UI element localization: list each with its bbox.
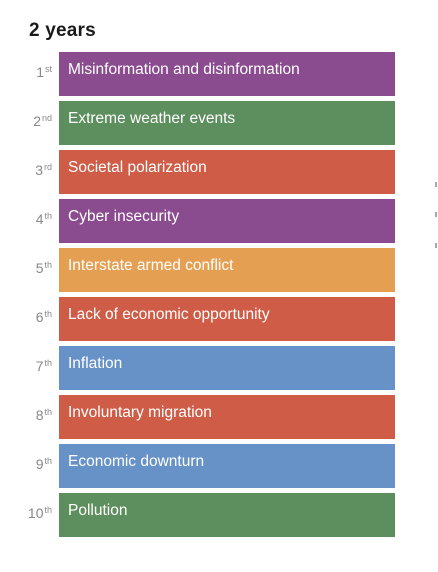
rank-label: 10th <box>0 493 52 537</box>
risk-bar: Societal polarization <box>59 150 395 194</box>
rank-suffix: th <box>44 309 52 319</box>
rank-number: 10 <box>27 505 44 521</box>
risk-bar: Pollution <box>59 493 395 537</box>
risk-row: 10th Pollution <box>0 493 438 537</box>
risk-bar: Interstate armed conflict <box>59 248 395 292</box>
rank-label: 3rd <box>0 150 52 194</box>
rank-suffix: th <box>44 260 52 270</box>
rank-suffix: th <box>44 358 52 368</box>
page-title: 2 years <box>29 20 96 41</box>
rank-suffix: rd <box>43 162 52 172</box>
risk-row: 4th Cyber insecurity <box>0 199 438 243</box>
risk-row: 2nd Extreme weather events <box>0 101 438 145</box>
rank-label: 8th <box>0 395 52 439</box>
rank-label: 4th <box>0 199 52 243</box>
rank-suffix: th <box>44 505 52 515</box>
rank-number: 6 <box>35 309 44 325</box>
risk-bar: Economic downturn <box>59 444 395 488</box>
risk-row: 6th Lack of economic opportunity <box>0 297 438 341</box>
rank-number: 8 <box>35 407 44 423</box>
rank-label: 7th <box>0 346 52 390</box>
edge-tick-mark <box>435 182 437 187</box>
rank-number: 9 <box>35 456 44 472</box>
rank-number: 3 <box>35 162 43 178</box>
rank-label: 1st <box>0 52 52 96</box>
rank-suffix: nd <box>41 113 52 123</box>
edge-tick-mark <box>435 243 437 248</box>
risk-bar: Cyber insecurity <box>59 199 395 243</box>
rank-number: 2 <box>33 113 41 129</box>
risk-row: 9th Economic downturn <box>0 444 438 488</box>
risk-row: 5th Interstate armed conflict <box>0 248 438 292</box>
rank-label: 5th <box>0 248 52 292</box>
risk-bar: Misinformation and disinformation <box>59 52 395 96</box>
rank-suffix: st <box>44 64 52 74</box>
risk-bar: Involuntary migration <box>59 395 395 439</box>
edge-tick-mark <box>435 212 437 217</box>
rank-number: 7 <box>35 358 44 374</box>
rank-suffix: th <box>44 407 52 417</box>
risk-row: 8th Involuntary migration <box>0 395 438 439</box>
rank-number: 5 <box>35 260 44 276</box>
rank-suffix: th <box>44 211 52 221</box>
rank-suffix: th <box>44 456 52 466</box>
rank-number: 1 <box>36 64 44 80</box>
risk-bar: Inflation <box>59 346 395 390</box>
risk-bar: Lack of economic opportunity <box>59 297 395 341</box>
risk-bar: Extreme weather events <box>59 101 395 145</box>
rank-label: 2nd <box>0 101 52 145</box>
rank-label: 9th <box>0 444 52 488</box>
rank-label: 6th <box>0 297 52 341</box>
risk-row: 1st Misinformation and disinformation <box>0 52 438 96</box>
risk-row: 3rd Societal polarization <box>0 150 438 194</box>
risk-row: 7th Inflation <box>0 346 438 390</box>
rank-number: 4 <box>35 211 44 227</box>
